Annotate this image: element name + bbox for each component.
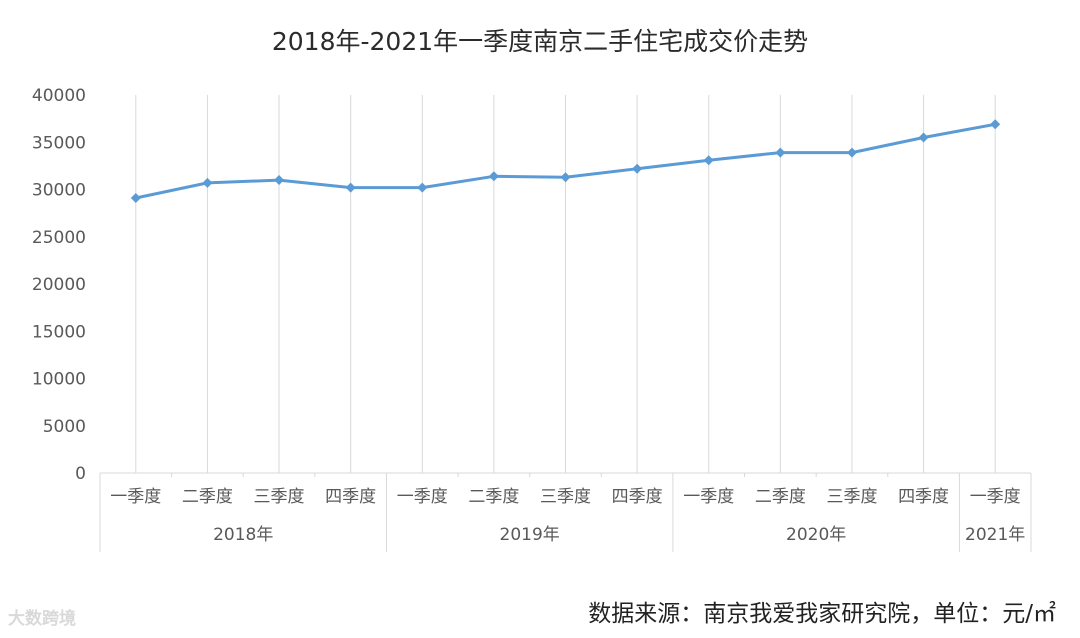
axes — [99, 472, 1032, 552]
line-chart: 0 5000 10000 15000 20000 25000 30000 35000 40000… — [32, 86, 1032, 552]
y-tick-label: 25000 — [32, 228, 86, 248]
data-point-marker — [703, 155, 714, 166]
data-point-marker — [632, 163, 643, 174]
watermark-text: 大数跨境 — [8, 609, 76, 629]
data-point-marker — [990, 119, 1001, 130]
data-point-marker — [488, 171, 499, 182]
data-point-marker — [846, 147, 857, 158]
y-tick-label: 20000 — [32, 275, 86, 295]
data-point-marker — [274, 175, 285, 186]
quarter-label: 二季度 — [755, 487, 806, 507]
data-points — [130, 119, 1001, 204]
x-axis-quarter-labels: 一季度 二季度 三季度 四季度 一季度 二季度 三季度 四季度 一季度 二季度 三季度 四季度 一季度 — [110, 487, 1020, 507]
quarter-label: 一季度 — [110, 487, 161, 507]
quarter-label: 二季度 — [182, 487, 233, 507]
year-label: 2021年 — [965, 525, 1025, 545]
y-tick-label: 15000 — [32, 322, 86, 342]
y-tick-label: 0 — [75, 464, 86, 484]
data-point-marker — [560, 172, 571, 183]
year-label: 2019年 — [500, 525, 560, 545]
chart-title: 2018年-2021年一季度南京二手住宅成交价走势 — [271, 27, 809, 56]
y-tick-label: 40000 — [32, 86, 86, 106]
quarter-label: 四季度 — [612, 487, 663, 507]
quarter-label: 四季度 — [898, 487, 949, 507]
quarter-label: 三季度 — [826, 487, 877, 507]
y-tick-label: 30000 — [32, 181, 86, 201]
source-note: 数据来源：南京我爱我家研究院，单位：元/㎡ — [588, 601, 1056, 627]
data-point-marker — [345, 182, 356, 193]
data-point-marker — [417, 182, 428, 193]
quarter-label: 一季度 — [397, 487, 448, 507]
year-label: 2018年 — [213, 525, 273, 545]
data-point-marker — [202, 177, 213, 188]
y-tick-label: 5000 — [43, 417, 86, 437]
quarter-label: 一季度 — [683, 487, 734, 507]
y-tick-label: 10000 — [32, 370, 86, 390]
x-axis-year-labels: 2018年 2019年 2020年 2021年 — [213, 525, 1025, 545]
quarter-label: 三季度 — [540, 487, 591, 507]
data-point-marker — [775, 147, 786, 158]
quarter-label: 一季度 — [970, 487, 1021, 507]
year-label: 2020年 — [786, 525, 846, 545]
data-point-marker — [918, 132, 929, 143]
y-axis-ticks: 0 5000 10000 15000 20000 25000 30000 35000 40000 — [32, 86, 86, 484]
quarter-label: 三季度 — [254, 487, 305, 507]
data-point-marker — [130, 193, 141, 204]
quarter-label: 四季度 — [325, 487, 376, 507]
y-tick-label: 35000 — [32, 133, 86, 153]
vertical-grid — [135, 95, 996, 473]
quarter-label: 二季度 — [468, 487, 519, 507]
